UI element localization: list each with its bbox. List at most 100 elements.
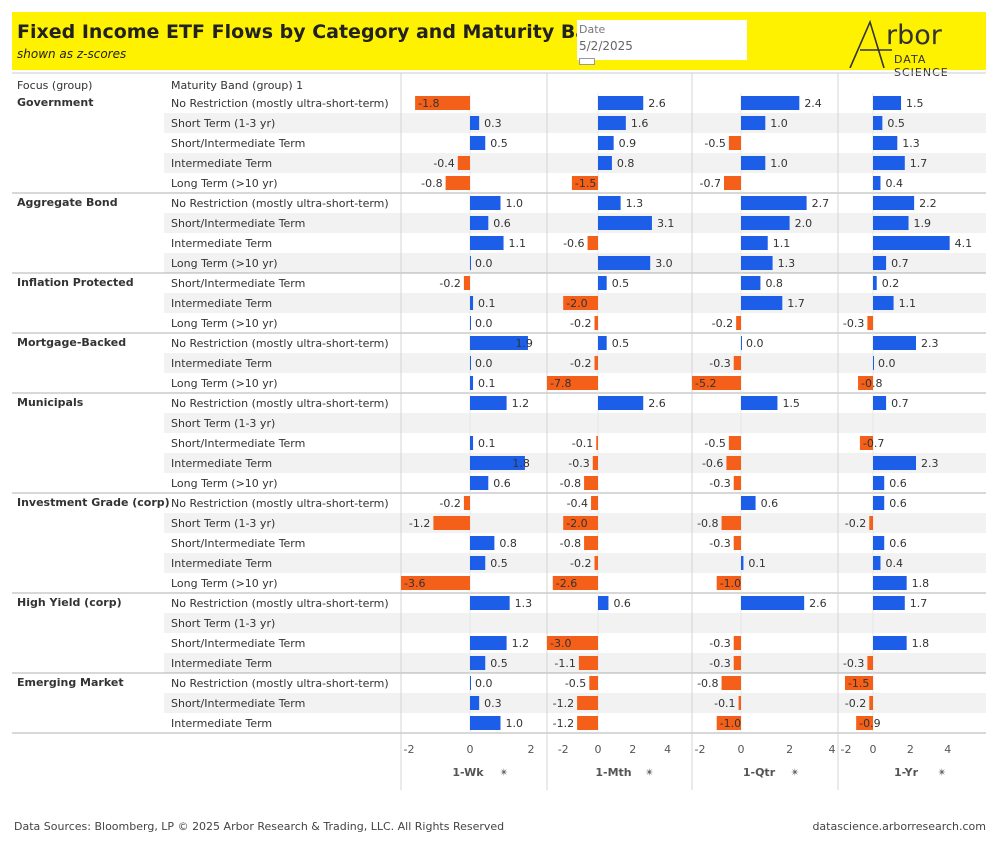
bar-1-wk — [470, 296, 474, 310]
bar-1-qtr — [741, 116, 766, 130]
bar-1-wk — [470, 356, 471, 370]
value-label-1-mth: -1.2 — [553, 697, 574, 710]
value-label-1-mth: -0.2 — [570, 317, 591, 330]
maturity-band-label: Short Term (1-3 yr) — [171, 517, 275, 530]
footer-link[interactable]: datascience.arborresearch.com — [812, 820, 986, 833]
bar-1-qtr — [736, 316, 741, 330]
value-label-1-wk: 0.3 — [484, 117, 502, 130]
bar-1-yr — [873, 256, 887, 270]
row-stripe — [164, 553, 986, 573]
value-label-1-qtr: -0.3 — [709, 357, 730, 370]
value-label-1-wk: 0.8 — [499, 537, 517, 550]
value-label-1-wk: 0.1 — [478, 297, 496, 310]
bar-1-wk — [470, 396, 507, 410]
bar-1-qtr — [733, 356, 741, 370]
axis-tick-label: 0 — [595, 743, 602, 756]
bar-1-mth — [577, 696, 598, 710]
value-label-1-qtr: 1.0 — [770, 157, 788, 170]
bar-1-qtr — [733, 656, 741, 670]
row-stripe — [164, 413, 986, 433]
bar-1-mth — [598, 336, 607, 350]
bar-1-wk — [470, 596, 510, 610]
bar-1-qtr — [692, 376, 741, 390]
date-filter[interactable]: Date 5/2/2025 — [577, 20, 747, 65]
bar-1-mth — [577, 716, 598, 730]
bar-1-wk — [470, 136, 486, 150]
value-label-1-yr: 4.1 — [955, 237, 973, 250]
value-label-1-qtr: -0.5 — [704, 437, 725, 450]
focus-group-label: Government — [17, 96, 93, 109]
bar-1-qtr — [741, 156, 766, 170]
date-slider-handle[interactable] — [579, 58, 595, 65]
value-label-1-yr: -0.2 — [845, 697, 866, 710]
maturity-band-label: Short/Intermediate Term — [171, 697, 305, 710]
bar-1-mth — [598, 276, 607, 290]
maturity-band-label: Short/Intermediate Term — [171, 537, 305, 550]
page-title: Fixed Income ETF Flows by Category and M… — [17, 21, 616, 43]
bar-1-yr — [869, 696, 873, 710]
value-label-1-qtr: 1.5 — [782, 397, 800, 410]
value-label-1-wk: 0.1 — [478, 437, 496, 450]
bar-1-mth — [596, 436, 598, 450]
focus-group-label: Mortgage-Backed — [17, 336, 126, 349]
value-label-1-mth: -2.6 — [556, 577, 577, 590]
value-label-1-wk: 1.1 — [509, 237, 527, 250]
value-label-1-wk: 1.3 — [515, 597, 533, 610]
bar-1-wk — [470, 556, 486, 570]
bar-1-qtr — [741, 256, 773, 270]
bar-1-yr — [873, 536, 885, 550]
value-label-1-wk: -0.4 — [433, 157, 454, 170]
maturity-band-label: No Restriction (mostly ultra-short-term) — [171, 97, 389, 110]
value-label-1-wk: 0.0 — [475, 357, 493, 370]
row-stripe — [164, 153, 986, 173]
bar-1-wk — [470, 256, 471, 270]
axis-tick-label: -2 — [404, 743, 415, 756]
bar-1-qtr — [741, 196, 807, 210]
bar-1-mth — [563, 516, 598, 530]
value-label-1-qtr: -0.5 — [704, 137, 725, 150]
date-filter-label: Date — [579, 23, 606, 36]
maturity-band-label: Intermediate Term — [171, 157, 272, 170]
arbor-logo-text: rbor — [886, 20, 942, 51]
date-filter-value[interactable]: 5/2/2025 — [579, 39, 633, 53]
maturity-band-label: No Restriction (mostly ultra-short-term) — [171, 337, 389, 350]
bar-1-qtr — [723, 176, 741, 190]
maturity-band-label: Intermediate Term — [171, 357, 272, 370]
bar-1-yr — [869, 516, 873, 530]
axis-tick-label: 2 — [786, 743, 793, 756]
bar-1-wk — [463, 276, 470, 290]
bar-1-mth — [571, 176, 598, 190]
bar-1-wk — [470, 476, 489, 490]
value-label-1-mth: 3.1 — [657, 217, 675, 230]
bar-1-mth — [594, 556, 598, 570]
bar-1-yr — [873, 476, 885, 490]
bar-1-yr — [873, 396, 887, 410]
value-label-1-mth: -2.0 — [566, 297, 587, 310]
bar-1-yr — [873, 576, 907, 590]
value-label-1-wk: 1.2 — [512, 637, 529, 650]
maturity-band-label: No Restriction (mostly ultra-short-term) — [171, 597, 389, 610]
value-label-1-yr: 0.7 — [891, 257, 909, 270]
page-subtitle: shown as z-scores — [17, 47, 127, 61]
value-label-1-mth: 1.6 — [631, 117, 649, 130]
maturity-band-label: Short/Intermediate Term — [171, 137, 305, 150]
bar-1-qtr — [741, 96, 800, 110]
value-label-1-qtr: 1.7 — [787, 297, 805, 310]
maturity-band-label: Intermediate Term — [171, 237, 272, 250]
footer-sources: Data Sources: Bloomberg, LP © 2025 Arbor… — [14, 820, 505, 833]
value-label-1-yr: 2.3 — [921, 457, 939, 470]
bar-1-mth — [598, 196, 621, 210]
value-label-1-qtr: 0.6 — [761, 497, 779, 510]
maturity-band-label: Intermediate Term — [171, 717, 272, 730]
value-label-1-qtr: -0.8 — [697, 517, 718, 530]
bar-1-qtr — [716, 576, 741, 590]
value-label-1-qtr: -0.3 — [709, 477, 730, 490]
bar-1-qtr — [733, 476, 741, 490]
maturity-band-label: Intermediate Term — [171, 457, 272, 470]
value-label-1-qtr: -0.3 — [709, 657, 730, 670]
bar-1-mth — [589, 676, 598, 690]
bar-1-qtr — [721, 676, 741, 690]
bar-1-qtr — [741, 556, 744, 570]
bar-1-qtr — [741, 336, 742, 350]
focus-group-label: High Yield (corp) — [17, 596, 122, 609]
